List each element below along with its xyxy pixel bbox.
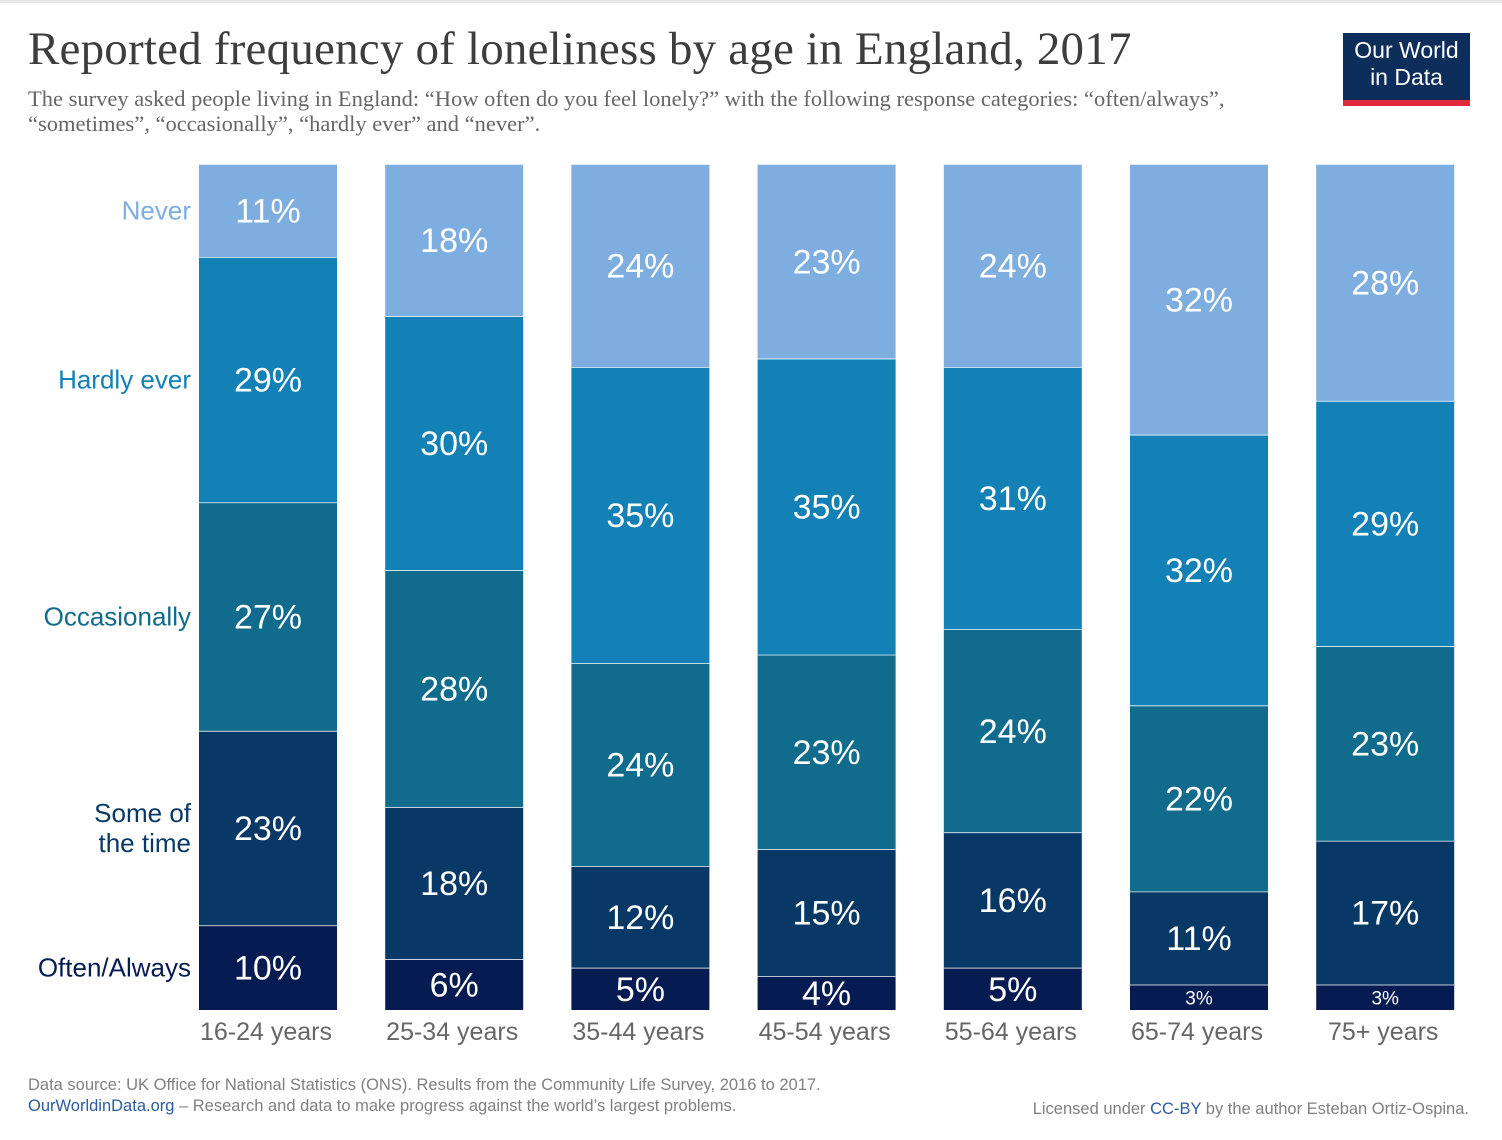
series-label-hardly-ever: Hardly ever bbox=[58, 365, 191, 395]
bar-segment-often-always-45-54-years[interactable] bbox=[757, 976, 896, 1010]
x-tick-label-16-24-years: 16-24 years bbox=[200, 1018, 332, 1046]
logo-line-1: Our World bbox=[1354, 37, 1459, 63]
top-border bbox=[0, 0, 1502, 3]
data-label-often-always-25-34-years: 6% bbox=[430, 967, 479, 1005]
x-tick-label-25-34-years: 25-34 years bbox=[386, 1018, 518, 1046]
series-label-often-always: Often/Always bbox=[38, 953, 191, 983]
x-tick-label-45-54-years: 45-54 years bbox=[759, 1018, 891, 1046]
data-label-never-75-years: 28% bbox=[1351, 264, 1419, 302]
data-label-occasionally-45-54-years: 23% bbox=[793, 734, 861, 772]
bar-segment-some-of-the-time-45-54-years[interactable] bbox=[757, 849, 896, 977]
data-label-some-of-the-time-75-years: 17% bbox=[1351, 895, 1419, 933]
bar-segment-hardly-ever-75-years[interactable] bbox=[1316, 400, 1455, 647]
data-label-never-65-74-years: 32% bbox=[1165, 281, 1233, 319]
data-label-never-35-44-years: 24% bbox=[606, 248, 674, 286]
data-label-hardly-ever-55-64-years: 31% bbox=[979, 480, 1047, 518]
bar-segment-never-25-34-years[interactable] bbox=[385, 164, 524, 317]
bar-segment-some-of-the-time-25-34-years[interactable] bbox=[385, 806, 524, 960]
series-label-some-of-the-time: Some of the time bbox=[94, 798, 192, 858]
bar-segment-never-55-64-years[interactable] bbox=[943, 164, 1082, 368]
data-label-never-25-34-years: 18% bbox=[420, 222, 488, 260]
bar-segment-often-always-65-74-years[interactable] bbox=[1130, 984, 1268, 1010]
bar-segment-some-of-the-time-55-64-years[interactable] bbox=[943, 832, 1082, 968]
data-label-hardly-ever-45-54-years: 35% bbox=[793, 489, 861, 527]
bar-segment-often-always-55-64-years[interactable] bbox=[943, 967, 1082, 1010]
license-prefix: Licensed under bbox=[1032, 1100, 1151, 1118]
bar-segment-some-of-the-time-35-44-years[interactable] bbox=[571, 866, 710, 968]
bar-segment-hardly-ever-35-44-years[interactable] bbox=[571, 367, 710, 664]
data-label-hardly-ever-75-years: 29% bbox=[1351, 506, 1419, 544]
bar-segment-occasionally-75-years[interactable] bbox=[1316, 646, 1455, 841]
data-label-hardly-ever-65-74-years: 32% bbox=[1165, 552, 1233, 590]
data-label-occasionally-25-34-years: 28% bbox=[420, 671, 488, 709]
data-label-often-always-65-74-years: 3% bbox=[1185, 988, 1213, 1009]
bar-segment-occasionally-16-24-years[interactable] bbox=[199, 502, 337, 731]
stacked-bar-chart: 10% 23% 27% 29% 11% 16-24 years 6% 18% 28% 30% 18%… bbox=[38, 163, 1455, 1046]
data-label-hardly-ever-16-24-years: 29% bbox=[234, 362, 302, 400]
chart-title: Reported frequency of loneliness by age … bbox=[28, 23, 1132, 75]
bar-segment-occasionally-25-34-years[interactable] bbox=[385, 570, 524, 807]
x-tick-label-55-64-years: 55-64 years bbox=[945, 1018, 1077, 1046]
data-label-some-of-the-time-16-24-years: 23% bbox=[234, 810, 302, 848]
bar-segment-hardly-ever-55-64-years[interactable] bbox=[943, 367, 1082, 630]
data-label-never-55-64-years: 24% bbox=[979, 248, 1047, 286]
logo-line-2: in Data bbox=[1370, 64, 1443, 90]
bar-segment-never-16-24-years[interactable] bbox=[199, 164, 337, 258]
x-tick-label-35-44-years: 35-44 years bbox=[572, 1018, 704, 1046]
data-label-hardly-ever-35-44-years: 35% bbox=[606, 497, 674, 535]
bar-segment-often-always-35-44-years[interactable] bbox=[571, 967, 710, 1010]
data-label-occasionally-16-24-years: 27% bbox=[234, 599, 302, 637]
data-label-occasionally-75-years: 23% bbox=[1351, 726, 1419, 764]
bar-segment-never-75-years[interactable] bbox=[1316, 164, 1455, 401]
x-tick-label-75-years: 75+ years bbox=[1328, 1018, 1439, 1046]
bar-segment-often-always-25-34-years[interactable] bbox=[385, 959, 524, 1010]
data-label-often-always-75-years: 3% bbox=[1371, 988, 1399, 1009]
data-label-occasionally-35-44-years: 24% bbox=[606, 747, 674, 785]
chart-subtitle: The survey asked people living in Englan… bbox=[28, 86, 1225, 136]
x-tick-label-65-74-years: 65-74 years bbox=[1131, 1018, 1263, 1046]
data-label-never-45-54-years: 23% bbox=[793, 243, 861, 281]
site-link[interactable]: OurWorldinData.org bbox=[28, 1097, 175, 1115]
bar-segment-some-of-the-time-75-years[interactable] bbox=[1316, 840, 1455, 985]
data-label-occasionally-55-64-years: 24% bbox=[979, 713, 1047, 751]
data-label-often-always-35-44-years: 5% bbox=[616, 971, 665, 1009]
license-note: Licensed under CC-BY by the author Esteb… bbox=[1033, 1100, 1469, 1119]
bar-segment-occasionally-65-74-years[interactable] bbox=[1130, 705, 1268, 892]
bar-segment-some-of-the-time-16-24-years[interactable] bbox=[199, 730, 337, 926]
owid-logo[interactable]: Our World in Data bbox=[1343, 33, 1470, 106]
bar-segment-often-always-75-years[interactable] bbox=[1316, 984, 1455, 1010]
data-label-hardly-ever-25-34-years: 30% bbox=[420, 425, 488, 463]
bar-segment-never-35-44-years[interactable] bbox=[571, 164, 710, 368]
data-label-never-16-24-years: 11% bbox=[235, 193, 301, 231]
bar-segment-occasionally-55-64-years[interactable] bbox=[943, 629, 1082, 833]
data-label-some-of-the-time-25-34-years: 18% bbox=[420, 865, 488, 903]
data-label-often-always-55-64-years: 5% bbox=[988, 971, 1037, 1009]
bar-segment-hardly-ever-65-74-years[interactable] bbox=[1130, 434, 1268, 706]
bar-segment-never-45-54-years[interactable] bbox=[757, 164, 896, 359]
footer-site-line: OurWorldinData.org – Research and data t… bbox=[28, 1096, 821, 1117]
license-suffix: by the author Esteban Ortiz-Ospina. bbox=[1201, 1100, 1469, 1118]
data-label-some-of-the-time-45-54-years: 15% bbox=[793, 895, 861, 933]
bar-segment-hardly-ever-45-54-years[interactable] bbox=[757, 358, 896, 655]
data-label-some-of-the-time-35-44-years: 12% bbox=[606, 899, 674, 937]
site-tagline: – Research and data to make progress aga… bbox=[174, 1097, 737, 1115]
bar-segment-hardly-ever-25-34-years[interactable] bbox=[385, 316, 524, 571]
bar-segment-hardly-ever-16-24-years[interactable] bbox=[199, 257, 337, 503]
series-label-never: Never bbox=[122, 196, 192, 226]
bar-segment-never-65-74-years[interactable] bbox=[1130, 164, 1268, 435]
data-label-often-always-16-24-years: 10% bbox=[234, 950, 302, 988]
bar-segment-often-always-16-24-years[interactable] bbox=[199, 925, 337, 1010]
bar-segment-occasionally-45-54-years[interactable] bbox=[757, 654, 896, 850]
data-label-occasionally-65-74-years: 22% bbox=[1165, 781, 1233, 819]
bar-segment-occasionally-35-44-years[interactable] bbox=[571, 663, 710, 867]
data-label-some-of-the-time-65-74-years: 11% bbox=[1166, 920, 1232, 958]
license-link[interactable]: CC-BY bbox=[1150, 1100, 1202, 1118]
footer: Data source: UK Office for National Stat… bbox=[28, 1075, 821, 1117]
data-source: Data source: UK Office for National Stat… bbox=[28, 1076, 821, 1094]
bar-segment-some-of-the-time-65-74-years[interactable] bbox=[1130, 891, 1268, 985]
logo-accent-bar bbox=[1343, 100, 1470, 106]
data-label-often-always-45-54-years: 4% bbox=[802, 975, 851, 1013]
series-label-occasionally: Occasionally bbox=[44, 602, 191, 632]
data-label-some-of-the-time-55-64-years: 16% bbox=[979, 882, 1047, 920]
